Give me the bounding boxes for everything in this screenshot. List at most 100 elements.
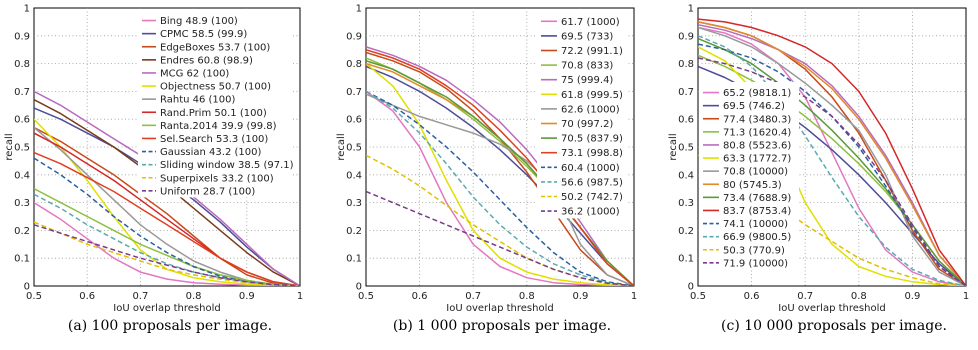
legend-entry: 50.3 (770.9) xyxy=(723,245,785,256)
legend-entry: Uniform 28.7 (100) xyxy=(160,186,255,197)
x-tick-label: 0.5 xyxy=(358,291,374,302)
x-axis-label: IoU overlap threshold xyxy=(113,303,220,314)
y-tick-label: 0.6 xyxy=(678,115,694,126)
series-line-9 xyxy=(698,37,966,286)
series-line-10 xyxy=(698,18,966,286)
legend-background xyxy=(699,82,799,270)
legend-entry: 50.2 (742.7) xyxy=(561,192,623,203)
legend-entry: 61.7 (1000) xyxy=(561,17,620,28)
legend-entry: Bing 48.9 (100) xyxy=(160,16,238,27)
x-tick-label: 1 xyxy=(297,291,303,302)
series-line-11 xyxy=(366,90,634,286)
x-axis-label: IoU overlap threshold xyxy=(778,303,885,314)
x-tick-label: 0.9 xyxy=(239,291,255,302)
y-tick-label: 0.6 xyxy=(346,115,362,126)
series-line-6 xyxy=(366,63,634,286)
x-tick-label: 0.9 xyxy=(572,291,588,302)
series-line-1 xyxy=(366,90,634,286)
y-tick-label: 0.1 xyxy=(14,254,30,265)
series-line-10 xyxy=(34,151,300,286)
y-tick-label: 0 xyxy=(356,282,362,293)
y-tick-label: 0.3 xyxy=(678,198,694,209)
legend: Bing 48.9 (100) CPMC 58.5 (99.9) EdgeBoxes… xyxy=(138,10,294,198)
series-line-7 xyxy=(366,93,634,286)
series-line-13 xyxy=(34,221,300,286)
legend-entry: Sliding window 38.5 (97.1) xyxy=(160,160,294,171)
y-tick-label: 0.2 xyxy=(678,226,694,237)
y-tick-label: 0.4 xyxy=(678,170,694,181)
legend-entry: 70.8 (833) xyxy=(561,61,613,72)
legend-entry: Rand.Prim 50.1 (100) xyxy=(160,108,267,119)
series-line-12 xyxy=(34,193,300,286)
legend-entry: Gaussian 43.2 (100) xyxy=(160,147,261,158)
x-tick-label: 0.8 xyxy=(851,291,867,302)
legend-background xyxy=(138,10,292,198)
series-line-14 xyxy=(366,190,634,286)
y-tick-label: 0.3 xyxy=(346,198,362,209)
chart-panel-3: 0.5 0.6 0.7 0.8 0.9 1 0 0.1 0.2 0.3 0.4 0.5 0.6 0.7 0.… xyxy=(668,4,969,335)
x-tick-label: 0.8 xyxy=(519,291,535,302)
x-tick-label: 0.6 xyxy=(412,291,428,302)
legend-entry: EdgeBoxes 53.7 (100) xyxy=(160,42,270,53)
x-tick-label: 1 xyxy=(631,291,637,302)
legend-background xyxy=(537,10,627,219)
series-line-12 xyxy=(698,35,966,286)
y-tick-label: 0.4 xyxy=(346,170,362,181)
series-line-14 xyxy=(34,224,300,286)
legend-entry: 72.2 (991.1) xyxy=(561,46,623,57)
y-tick-label: 0.8 xyxy=(678,59,694,70)
legend: 65.2 (9818.1) 69.5 (746.2) 77.4 (3480.3) 71… xyxy=(699,82,799,270)
y-axis-label: recall xyxy=(668,133,679,160)
legend-entry: 70 (997.2) xyxy=(561,119,613,130)
y-tick-label: 0.5 xyxy=(14,143,30,154)
y-tick-label: 0.6 xyxy=(14,115,30,126)
y-tick-label: 0.1 xyxy=(346,254,362,265)
legend-entry: 61.8 (999.5) xyxy=(561,90,623,101)
y-tick-label: 0.4 xyxy=(14,170,30,181)
y-tick-label: 0.7 xyxy=(14,87,30,98)
series-line-6 xyxy=(34,118,300,286)
series-line-1 xyxy=(698,26,966,286)
legend-entry: 71.3 (1620.4) xyxy=(723,127,791,138)
legend-entry: 70.8 (10000) xyxy=(723,167,788,178)
y-tick-label: 0.8 xyxy=(14,59,30,70)
y-tick-label: 0.5 xyxy=(678,143,694,154)
series-line-14 xyxy=(698,57,966,286)
y-tick-label: 0 xyxy=(688,282,694,293)
series-line-2 xyxy=(366,65,634,286)
y-tick-label: 0.7 xyxy=(678,87,694,98)
x-tick-label: 1 xyxy=(963,291,969,302)
legend-entry: 69.5 (746.2) xyxy=(723,101,785,112)
series-line-3 xyxy=(34,126,300,286)
legend: 61.7 (1000) 69.5 (733) 72.2 (991.1) 70.8 (8… xyxy=(537,10,627,219)
legend-entry: 80 (5745.3) xyxy=(723,180,782,191)
y-tick-label: 0.9 xyxy=(678,31,694,42)
legend-entry: 83.7 (8753.4) xyxy=(723,206,791,217)
series-line-9 xyxy=(34,188,300,286)
legend-entry: 70.5 (837.9) xyxy=(561,134,623,145)
x-tick-label: 0.5 xyxy=(26,291,42,302)
series-line-1 xyxy=(34,201,300,286)
legend-entry: 69.5 (733) xyxy=(561,31,613,42)
x-tick-label: 0.9 xyxy=(904,291,920,302)
legend-entry: 71.9 (10000) xyxy=(723,258,788,269)
legend-entry: 63.3 (1772.7) xyxy=(723,154,791,165)
legend-entry: Endres 60.8 (98.9) xyxy=(160,55,253,66)
y-tick-label: 1 xyxy=(356,4,362,15)
legend-entry: Objectness 50.7 (100) xyxy=(160,82,271,93)
y-tick-label: 0.1 xyxy=(678,254,694,265)
y-tick-label: 0.8 xyxy=(346,59,362,70)
legend-entry: CPMC 58.5 (99.9) xyxy=(160,29,247,40)
y-axis-label: recall xyxy=(336,133,347,160)
legend-entry: 62.6 (1000) xyxy=(561,104,620,115)
x-tick-label: 0.7 xyxy=(797,291,813,302)
legend-entry: 56.6 (987.5) xyxy=(561,177,623,188)
legend-entry: Superpixels 33.2 (100) xyxy=(160,173,274,184)
y-tick-label: 0.5 xyxy=(346,143,362,154)
y-tick-label: 0.9 xyxy=(14,31,30,42)
chart-panel-2: 0.5 0.6 0.7 0.8 0.9 1 0 0.1 0.2 0.3 0.4 0.5 0.6 0.7 0.… xyxy=(336,4,637,335)
x-axis-label: IoU overlap threshold xyxy=(446,303,553,314)
y-axis-label: recall xyxy=(4,133,15,160)
figure-caption: (a) 100 proposals per image. xyxy=(68,318,272,334)
